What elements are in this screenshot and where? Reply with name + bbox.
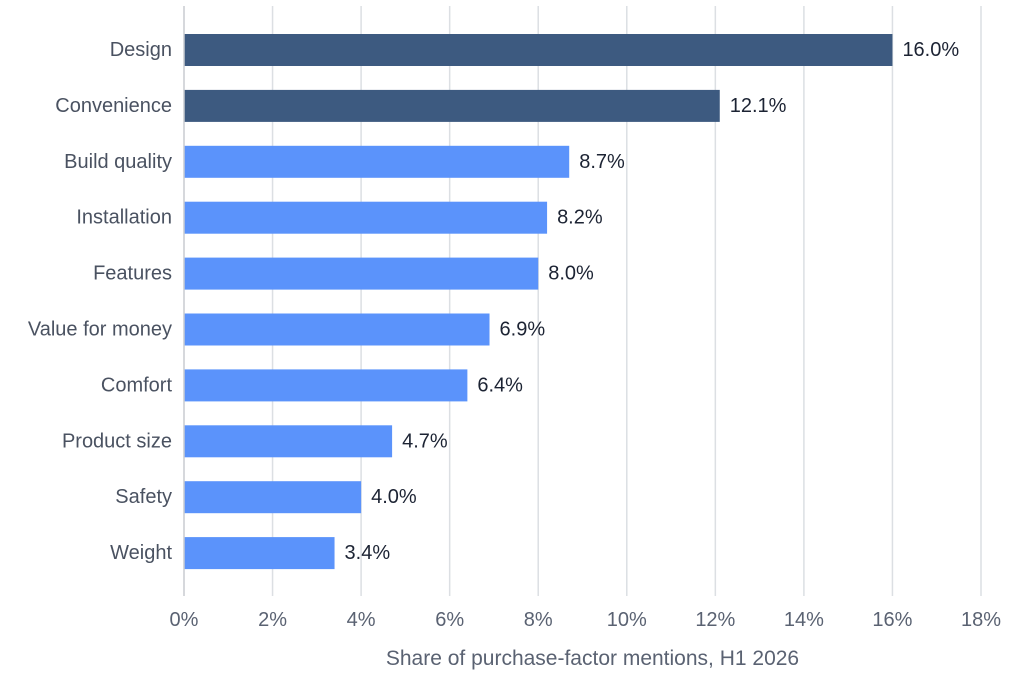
bar-features [184,257,539,290]
bar-comfort [184,369,468,402]
category-label: Features [93,263,172,285]
category-label: Installation [76,207,172,229]
value-label: 6.9% [500,319,546,341]
value-labels: 16.0% 12.1% 8.7% 8.2% 8.0% 6.9% 6.4% 4.7% 4.0% 3.… [345,39,960,564]
category-label: Comfort [101,374,173,396]
bar-product-size [184,425,393,458]
value-label: 8.2% [557,207,603,229]
x-tick-label: 0% [170,609,199,631]
value-label: 8.7% [579,151,625,173]
value-label: 8.0% [548,263,594,285]
x-tick-labels: 0% 2% 4% 6% 8% 10% 12% 14% 16% 18% [170,609,1002,631]
value-label: 16.0% [902,39,959,61]
value-label: 4.0% [371,486,417,508]
category-label: Design [110,39,172,61]
value-label: 3.4% [345,542,391,564]
category-label: Build quality [64,151,172,173]
category-label: Safety [115,486,172,508]
x-tick-label: 6% [435,609,464,631]
x-tick-label: 14% [784,609,824,631]
category-label: Convenience [55,95,172,117]
bar-safety [184,481,362,514]
bar-convenience [184,89,720,122]
x-tick-label: 10% [607,609,647,631]
x-tick-label: 18% [961,609,1001,631]
x-tick-label: 2% [258,609,287,631]
category-labels: Design Convenience Build quality Installati… [28,39,173,564]
x-tick-label: 12% [695,609,735,631]
x-tick-label: 8% [524,609,553,631]
value-label: 6.4% [477,374,523,396]
category-label: Value for money [28,319,172,341]
value-label: 12.1% [730,95,787,117]
category-label: Product size [62,430,172,452]
x-axis-title: Share of purchase-factor mentions, H1 20… [386,647,799,670]
value-label: 4.7% [402,430,448,452]
bar-installation [184,201,548,234]
category-label: Weight [110,542,172,564]
bar-value-for-money [184,313,490,346]
x-tick-label: 4% [347,609,376,631]
bar-build-quality [184,145,570,178]
bar-weight [184,537,335,570]
bars [184,34,893,570]
bar-design [184,34,893,66]
x-tick-label: 16% [872,609,912,631]
